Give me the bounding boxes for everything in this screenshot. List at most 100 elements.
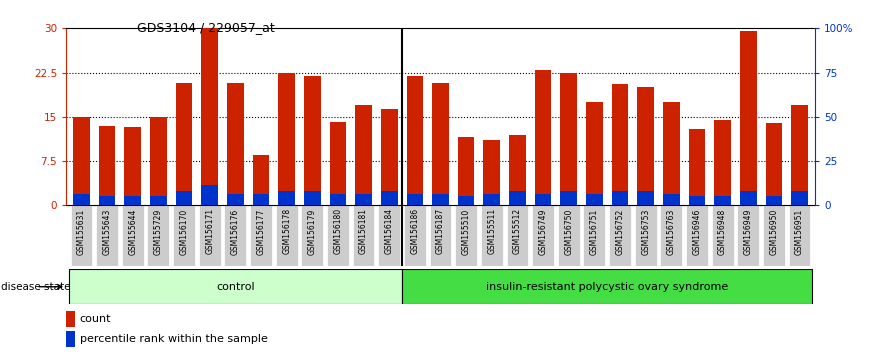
Bar (99, 126, 115, 196)
Bar (661, 205, 682, 266)
Text: disease state: disease state (2, 282, 70, 292)
Text: GSM156171: GSM156171 (205, 208, 214, 255)
Text: GSM156187: GSM156187 (436, 208, 445, 255)
Bar (560, 190, 577, 205)
Bar (611, 84, 628, 190)
Bar (329, 194, 346, 205)
Bar (455, 205, 477, 266)
Bar (69, 269, 402, 304)
Bar (276, 205, 298, 266)
Bar (329, 121, 346, 194)
Bar (714, 120, 731, 196)
Bar (355, 194, 372, 205)
Bar (766, 123, 782, 196)
Bar (304, 75, 321, 190)
Bar (458, 196, 475, 205)
Bar (535, 70, 552, 194)
Bar (766, 196, 782, 205)
Text: GSM156170: GSM156170 (180, 208, 189, 255)
Bar (253, 194, 270, 205)
Text: GDS3104 / 229057_at: GDS3104 / 229057_at (137, 21, 274, 34)
Text: count: count (79, 314, 111, 324)
Bar (430, 205, 451, 266)
Bar (637, 190, 654, 205)
Bar (635, 205, 656, 266)
Text: GSM156751: GSM156751 (590, 208, 599, 255)
Bar (586, 102, 603, 194)
Bar (532, 205, 554, 266)
Text: GSM156951: GSM156951 (795, 208, 804, 255)
Bar (175, 190, 192, 205)
Text: GSM155510: GSM155510 (462, 208, 470, 255)
Bar (791, 190, 808, 205)
Bar (433, 194, 448, 205)
Bar (558, 205, 580, 266)
Bar (175, 82, 192, 190)
Bar (124, 196, 141, 205)
Bar (381, 109, 397, 190)
Text: GSM156949: GSM156949 (744, 208, 752, 255)
Bar (406, 75, 423, 194)
Text: GSM156749: GSM156749 (538, 208, 548, 255)
Bar (70, 205, 93, 266)
Bar (686, 205, 707, 266)
Text: GSM156950: GSM156950 (769, 208, 779, 255)
Text: insulin-resistant polycystic ovary syndrome: insulin-resistant polycystic ovary syndr… (486, 282, 729, 292)
Bar (609, 205, 631, 266)
Bar (304, 190, 321, 205)
Bar (96, 205, 118, 266)
Text: GSM156750: GSM156750 (564, 208, 574, 255)
Bar (740, 31, 757, 190)
Text: GSM156752: GSM156752 (616, 208, 625, 255)
Bar (583, 205, 605, 266)
Bar (586, 194, 603, 205)
Text: GSM155512: GSM155512 (513, 208, 522, 255)
Bar (637, 87, 654, 190)
Bar (763, 205, 785, 266)
Bar (507, 205, 529, 266)
Text: GSM156184: GSM156184 (385, 208, 394, 255)
Bar (404, 205, 426, 266)
Bar (740, 190, 757, 205)
Text: GSM156763: GSM156763 (667, 208, 676, 255)
Bar (227, 82, 244, 194)
Text: GSM156177: GSM156177 (256, 208, 265, 255)
Bar (689, 129, 706, 196)
Bar (509, 135, 526, 190)
Bar (66, 331, 75, 347)
Text: GSM156181: GSM156181 (359, 208, 368, 254)
Bar (355, 105, 372, 194)
Bar (225, 205, 246, 266)
Bar (381, 190, 397, 205)
Bar (73, 117, 90, 194)
Bar (481, 205, 503, 266)
Text: GSM156178: GSM156178 (282, 208, 291, 255)
Bar (99, 196, 115, 205)
Bar (712, 205, 734, 266)
Text: GSM156180: GSM156180 (333, 208, 343, 255)
Text: GSM156948: GSM156948 (718, 208, 727, 255)
Bar (663, 102, 679, 194)
Text: GSM156753: GSM156753 (641, 208, 650, 255)
Text: GSM156946: GSM156946 (692, 208, 701, 255)
Bar (737, 205, 759, 266)
Bar (535, 194, 552, 205)
Bar (433, 82, 448, 194)
Bar (278, 190, 295, 205)
Text: GSM156186: GSM156186 (411, 208, 419, 255)
Bar (663, 194, 679, 205)
Bar (250, 205, 272, 266)
Text: control: control (216, 282, 255, 292)
Text: GSM155644: GSM155644 (129, 208, 137, 255)
Bar (458, 137, 475, 196)
Bar (202, 28, 218, 185)
Bar (278, 73, 295, 190)
Bar (484, 141, 500, 194)
Bar (484, 194, 500, 205)
Text: GSM155631: GSM155631 (77, 208, 86, 255)
Text: GSM155729: GSM155729 (154, 208, 163, 255)
Text: GSM155511: GSM155511 (487, 208, 496, 255)
Bar (611, 190, 628, 205)
Bar (560, 73, 577, 190)
Bar (147, 205, 169, 266)
